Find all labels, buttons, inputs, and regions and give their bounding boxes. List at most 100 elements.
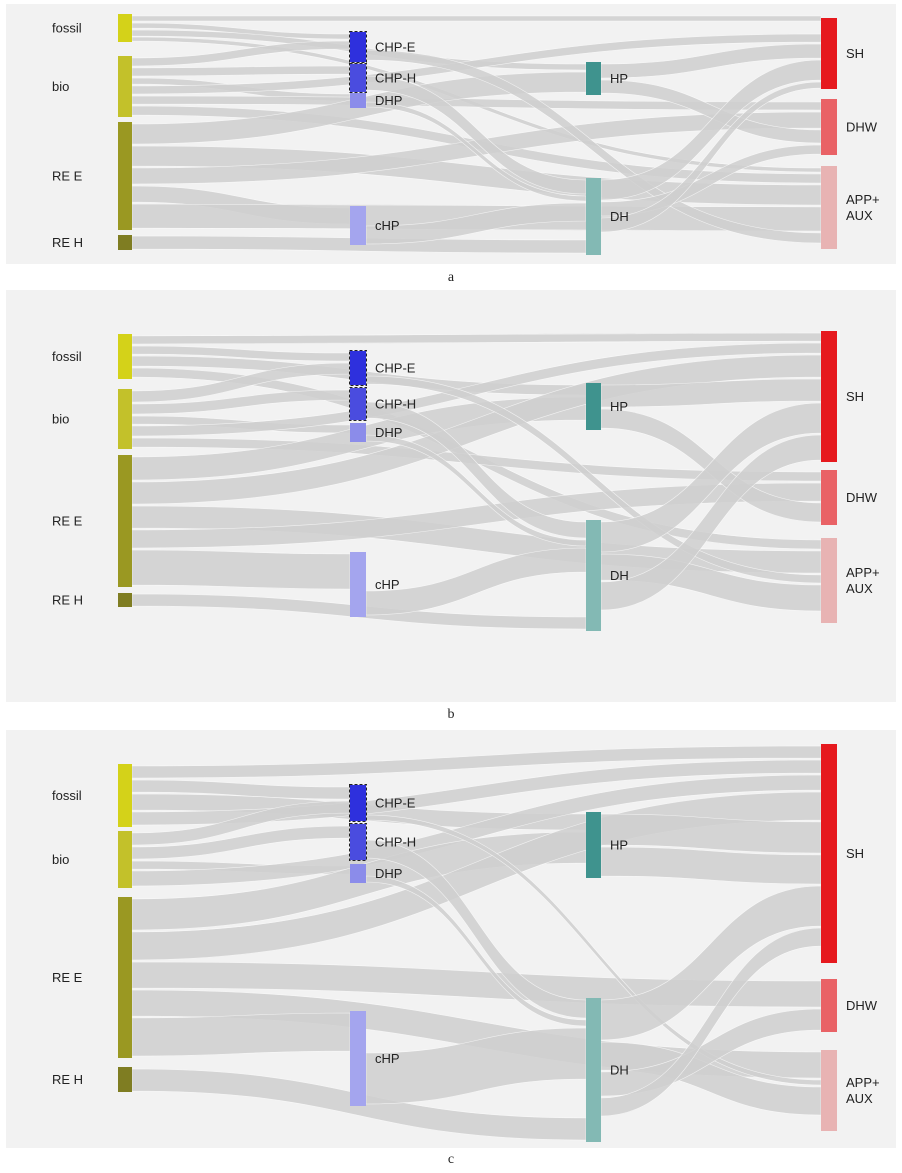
flow-links [131, 745, 822, 1141]
node-label-re-e: RE E [52, 970, 83, 985]
sankey-panel-c: fossil bio RE E RE H CHP-E CHP-H DHP cHP HP DH SH D… [6, 730, 896, 1148]
node-chp [350, 1011, 366, 1106]
node-dhp [350, 423, 366, 442]
node-chp-e [350, 32, 366, 62]
node-label-app1: APP+ [846, 1075, 880, 1090]
node-label-chp: cHP [375, 1051, 400, 1066]
sankey-panel-a: fossil bio RE E RE H CHP-E CHP-H DHP cHP HP DH SH D… [6, 4, 896, 264]
node-app [821, 1050, 837, 1131]
node-re-e [118, 455, 132, 587]
node-sh [821, 18, 837, 89]
node-label-fossil: fossil [52, 349, 82, 364]
node-label-re-e: RE E [52, 169, 83, 184]
node-re-e [118, 897, 132, 1058]
flow-nodes: fossil bio RE E RE H CHP-E CHP-H DHP cHP HP DH SH D… [52, 14, 880, 255]
node-label-re-h: RE H [52, 235, 83, 250]
node-label-dhp: DHP [375, 425, 402, 440]
node-label-chp-e: CHP-E [375, 40, 416, 55]
node-label-hp: HP [610, 399, 628, 414]
node-label-chp: cHP [375, 577, 400, 592]
node-chp-e-outline [349, 784, 367, 822]
node-dh [586, 520, 601, 631]
node-label-sh: SH [846, 389, 864, 404]
node-chp-e [350, 785, 366, 821]
sankey-panel-b: fossil bio RE E RE H CHP-E CHP-H DHP cHP HP DH SH D… [6, 290, 896, 702]
node-dhp [350, 864, 366, 883]
node-chp-e-outline [349, 31, 367, 63]
node-bio [118, 56, 132, 117]
node-dh [586, 178, 601, 255]
node-chp-h-outline [349, 63, 367, 93]
flow-nodes: fossil bio RE E RE H CHP-E CHP-H DHP cHP HP DH SH D… [52, 331, 880, 631]
node-label-dhw: DHW [846, 120, 878, 135]
node-label-bio: bio [52, 412, 69, 427]
node-label-re-h: RE H [52, 593, 83, 608]
node-label-app1: APP+ [846, 192, 880, 207]
panel-caption-c: c [447, 1152, 455, 1167]
node-re-h [118, 593, 132, 607]
node-chp [350, 552, 366, 617]
node-label-dh: DH [610, 209, 629, 224]
sankey-diagram-c: fossil bio RE E RE H CHP-E CHP-H DHP cHP HP DH SH D… [52, 744, 880, 1142]
flow-link-bio-to-chp_h [131, 65, 351, 77]
node-fossil [118, 14, 132, 42]
node-label-dhw: DHW [846, 998, 878, 1013]
node-bio [118, 389, 132, 449]
flow-link-fossil-to-sh [131, 332, 822, 345]
node-chp-e [350, 351, 366, 385]
node-re-h [118, 235, 132, 250]
node-chp-h [350, 388, 366, 420]
panel-caption-a: a [447, 270, 455, 285]
node-label-bio: bio [52, 79, 69, 94]
node-label-chp-e: CHP-E [375, 361, 416, 376]
node-label-dhp: DHP [375, 866, 402, 881]
node-label-app1: APP+ [846, 565, 880, 580]
node-dhw [821, 979, 837, 1032]
node-label-bio: bio [52, 852, 69, 867]
node-label-chp-h: CHP-H [375, 835, 416, 850]
node-label-dh: DH [610, 1063, 629, 1078]
node-label-fossil: fossil [52, 788, 82, 803]
node-label-app2: AUX [846, 581, 873, 596]
node-re-e [118, 122, 132, 230]
node-chp-h [350, 824, 366, 860]
node-label-app2: AUX [846, 1091, 873, 1106]
node-chp [350, 206, 366, 245]
node-label-hp: HP [610, 838, 628, 853]
node-label-chp-h: CHP-H [375, 397, 416, 412]
node-label-fossil: fossil [52, 21, 82, 36]
node-app [821, 166, 837, 249]
node-re-h [118, 1067, 132, 1092]
node-label-app2: AUX [846, 208, 873, 223]
node-label-chp-h: CHP-H [375, 71, 416, 86]
node-label-sh: SH [846, 846, 864, 861]
node-label-dhw: DHW [846, 490, 878, 505]
node-label-chp-e: CHP-E [375, 796, 416, 811]
node-sh [821, 744, 837, 963]
node-label-re-h: RE H [52, 1072, 83, 1087]
sankey-diagram-a: fossil bio RE E RE H CHP-E CHP-H DHP cHP HP DH SH D… [52, 14, 880, 255]
node-app [821, 538, 837, 623]
panel-caption-b: b [447, 707, 455, 722]
node-chp-h-outline [349, 823, 367, 861]
flow-links [131, 15, 822, 254]
flow-link-fossil-to-sh [131, 15, 822, 22]
node-label-chp: cHP [375, 218, 400, 233]
node-label-hp: HP [610, 71, 628, 86]
node-chp-e-outline [349, 350, 367, 386]
node-hp [586, 62, 601, 95]
node-label-sh: SH [846, 46, 864, 61]
node-chp-h [350, 64, 366, 92]
node-dhw [821, 99, 837, 155]
flow-links [131, 332, 822, 630]
node-label-re-e: RE E [52, 514, 83, 529]
node-label-dhp: DHP [375, 93, 402, 108]
node-sh [821, 331, 837, 462]
node-dhw [821, 470, 837, 525]
flow-nodes: fossil bio RE E RE H CHP-E CHP-H DHP cHP HP DH SH D… [52, 744, 880, 1142]
flow-link-re_e-to-chp [131, 549, 351, 590]
sankey-diagram-b: fossil bio RE E RE H CHP-E CHP-H DHP cHP HP DH SH D… [52, 331, 880, 631]
flow-link-re_e-to-chp [131, 1012, 351, 1057]
node-bio [118, 831, 132, 888]
node-fossil [118, 334, 132, 379]
